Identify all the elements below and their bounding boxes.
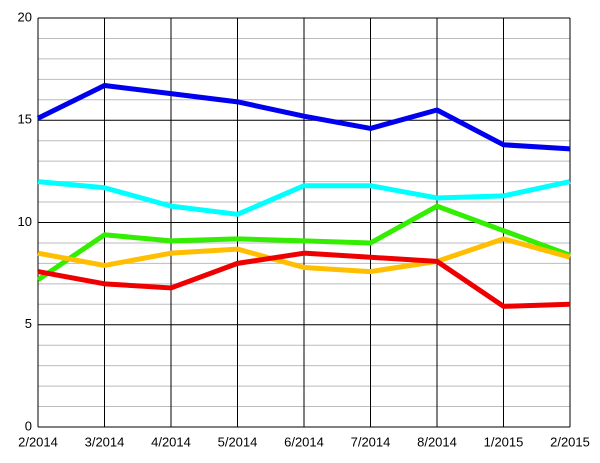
series-line: [37, 236, 571, 275]
x-tick-label: 4/2014: [151, 434, 191, 449]
series-line: [36, 82, 571, 152]
x-tick-label: 8/2014: [417, 434, 457, 449]
series-line: [37, 179, 571, 217]
series-line: [37, 250, 571, 309]
y-tick-label: 5: [25, 316, 32, 331]
x-tick-label: 5/2014: [218, 434, 258, 449]
x-tick-label: 3/2014: [85, 434, 125, 449]
y-tick-label: 0: [25, 418, 32, 433]
series-line: [36, 203, 571, 282]
y-tick-label: 10: [18, 214, 32, 229]
x-tick-label: 6/2014: [284, 434, 324, 449]
x-tick-label: 1/2015: [484, 434, 524, 449]
x-tick-label: 2/2014: [18, 434, 58, 449]
x-tick-label: 2/2015: [550, 434, 590, 449]
y-tick-label: 20: [18, 9, 32, 24]
y-tick-label: 15: [18, 112, 32, 127]
x-tick-label: 7/2014: [351, 434, 391, 449]
